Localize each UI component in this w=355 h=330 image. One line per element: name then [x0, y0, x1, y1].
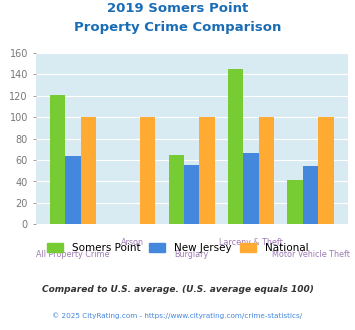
- Text: 2019 Somers Point: 2019 Somers Point: [107, 2, 248, 15]
- Bar: [50, 95, 65, 224]
- Bar: [244, 152, 259, 224]
- Bar: [318, 117, 334, 224]
- Bar: [259, 117, 274, 224]
- Bar: [200, 117, 215, 224]
- Bar: [184, 165, 200, 224]
- Bar: [303, 166, 318, 224]
- Bar: [228, 69, 244, 224]
- Text: Property Crime Comparison: Property Crime Comparison: [74, 21, 281, 34]
- Text: Compared to U.S. average. (U.S. average equals 100): Compared to U.S. average. (U.S. average …: [42, 285, 313, 294]
- Bar: [169, 155, 184, 224]
- Text: Motor Vehicle Theft: Motor Vehicle Theft: [272, 250, 349, 259]
- Bar: [140, 117, 155, 224]
- Text: Arson: Arson: [121, 238, 144, 247]
- Bar: [65, 156, 81, 224]
- Legend: Somers Point, New Jersey, National: Somers Point, New Jersey, National: [44, 240, 311, 256]
- Bar: [81, 117, 96, 224]
- Text: Larceny & Theft: Larceny & Theft: [219, 238, 283, 247]
- Text: All Property Crime: All Property Crime: [36, 250, 110, 259]
- Bar: [287, 181, 303, 224]
- Text: © 2025 CityRating.com - https://www.cityrating.com/crime-statistics/: © 2025 CityRating.com - https://www.city…: [53, 312, 302, 318]
- Text: Burglary: Burglary: [175, 250, 209, 259]
